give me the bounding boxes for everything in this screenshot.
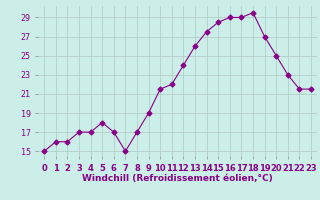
X-axis label: Windchill (Refroidissement éolien,°C): Windchill (Refroidissement éolien,°C)	[82, 174, 273, 183]
